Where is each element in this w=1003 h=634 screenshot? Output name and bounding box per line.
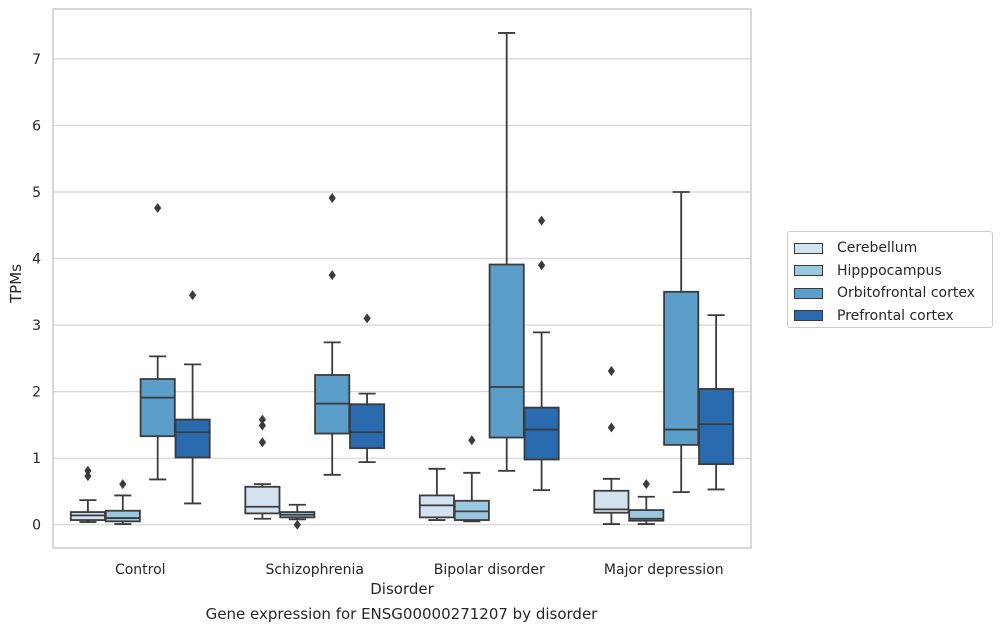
box-major-depression-cerebellum	[593, 365, 630, 525]
outlier-bipolar-disorder-hipppocampus-0	[468, 435, 476, 446]
box-rect-bipolar-disorder-hipppocampus	[453, 499, 490, 521]
outlier-major-depression-cerebellum-1	[607, 365, 615, 376]
box-schizophrenia-hipppocampus	[279, 503, 316, 530]
y-tick-label-7: 7	[32, 52, 41, 68]
outlier-schizophrenia-cerebellum-1	[258, 420, 266, 431]
y-tick-label-1: 1	[32, 451, 41, 467]
box-rect-major-depression-hipppocampus	[628, 509, 665, 522]
legend-item-hippocampus: Hipppocampus	[794, 260, 992, 283]
outlier-control-orbitofrontal-cortex-0	[154, 202, 162, 213]
outlier-bipolar-disorder-prefrontal-cortex-0	[538, 260, 546, 271]
box-bipolar-disorder-prefrontal-cortex	[523, 215, 560, 492]
box-rect-control-prefrontal-cortex	[174, 418, 211, 459]
y-tick-label-4: 4	[32, 252, 41, 268]
legend-swatch-hippocampus	[794, 265, 823, 277]
legend-item-cerebellum: Cerebellum	[794, 237, 992, 260]
box-rect-control-orbitofrontal-cortex	[139, 378, 176, 438]
legend-item-orbitofrontal-cortex: Orbitofrontal cortex	[794, 282, 992, 305]
x-tick-label-control: Control	[115, 562, 166, 578]
outlier-control-prefrontal-cortex-0	[189, 290, 197, 301]
box-control-hipppocampus	[104, 479, 141, 525]
box-rect-bipolar-disorder-prefrontal-cortex	[523, 406, 560, 461]
box-rect-major-depression-orbitofrontal-cortex	[663, 290, 700, 446]
outlier-control-cerebellum-0	[84, 471, 92, 482]
box-rect-control-hipppocampus	[104, 509, 141, 523]
outlier-major-depression-hipppocampus-0	[642, 479, 650, 490]
box-schizophrenia-prefrontal-cortex	[349, 313, 386, 464]
outlier-control-cerebellum-1	[84, 465, 92, 476]
legend-label-hippocampus: Hipppocampus	[837, 262, 942, 279]
outlier-control-hipppocampus-0	[119, 479, 127, 490]
x-tick-label-major-depression: Major depression	[604, 562, 724, 578]
y-tick-label-5: 5	[32, 185, 41, 201]
box-bipolar-disorder-orbitofrontal-cortex	[488, 32, 525, 472]
box-bipolar-disorder-cerebellum	[418, 467, 455, 521]
box-control-orbitofrontal-cortex	[139, 202, 176, 481]
outlier-major-depression-cerebellum-0	[607, 422, 615, 433]
box-schizophrenia-orbitofrontal-cortex	[314, 192, 351, 476]
outlier-schizophrenia-cerebellum-0	[258, 437, 266, 448]
y-axis-label: TPMs	[7, 264, 25, 304]
box-rect-major-depression-cerebellum	[593, 489, 630, 514]
y-tick-label-6: 6	[32, 118, 41, 134]
x-axis-label: Disorder	[370, 580, 434, 598]
box-rect-major-depression-prefrontal-cortex	[698, 388, 735, 466]
box-rect-schizophrenia-prefrontal-cortex	[349, 403, 386, 450]
legend-item-prefrontal-cortex: Prefrontal cortex	[794, 305, 992, 328]
box-rect-bipolar-disorder-orbitofrontal-cortex	[488, 263, 525, 439]
legend-label-orbitofrontal-cortex: Orbitofrontal cortex	[837, 285, 975, 302]
outlier-schizophrenia-prefrontal-cortex-0	[363, 313, 371, 324]
box-major-depression-hipppocampus	[628, 479, 665, 525]
x-tick-label-bipolar-disorder: Bipolar disorder	[434, 562, 545, 578]
y-tick-label-3: 3	[32, 318, 41, 334]
box-major-depression-orbitofrontal-cortex	[663, 191, 700, 494]
box-rect-schizophrenia-cerebellum	[244, 485, 281, 515]
outlier-schizophrenia-orbitofrontal-cortex-1	[328, 192, 336, 203]
plot-area-frame	[52, 8, 752, 549]
box-rect-bipolar-disorder-cerebellum	[418, 494, 455, 519]
outlier-bipolar-disorder-prefrontal-cortex-1	[538, 215, 546, 226]
outlier-schizophrenia-hipppocampus-0	[293, 519, 301, 530]
legend-swatch-orbitofrontal-cortex	[794, 287, 823, 299]
y-tick-label-2: 2	[32, 385, 41, 401]
x-tick-label-schizophrenia: Schizophrenia	[266, 562, 364, 578]
outlier-schizophrenia-orbitofrontal-cortex-0	[328, 270, 336, 281]
box-control-cerebellum	[69, 465, 106, 523]
box-bipolar-disorder-hipppocampus	[453, 435, 490, 523]
legend-swatch-prefrontal-cortex	[794, 310, 823, 322]
box-major-depression-prefrontal-cortex	[698, 314, 735, 491]
legend-label-prefrontal-cortex: Prefrontal cortex	[837, 307, 954, 324]
box-control-prefrontal-cortex	[174, 290, 211, 505]
chart-caption: Gene expression for ENSG00000271207 by d…	[205, 605, 598, 623]
box-schizophrenia-cerebellum	[244, 414, 281, 520]
y-tick-label-0: 0	[32, 518, 41, 534]
outlier-schizophrenia-cerebellum-2	[258, 414, 266, 425]
legend-swatch-cerebellum	[794, 242, 823, 254]
legend: Cerebellum Hipppocampus Orbitofrontal co…	[787, 231, 993, 328]
legend-label-cerebellum: Cerebellum	[837, 240, 918, 257]
